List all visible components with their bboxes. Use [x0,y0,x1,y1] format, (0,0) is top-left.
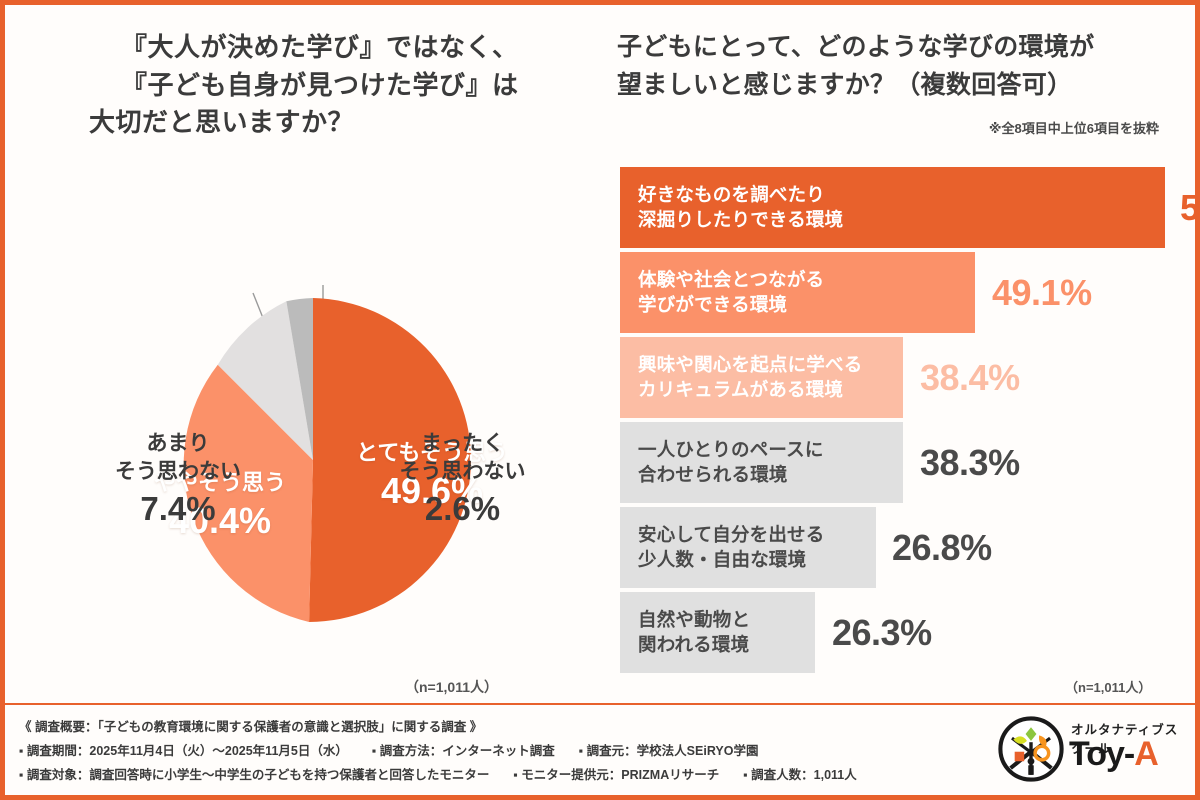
logo-subtitle: オルタナティブスクール [1071,723,1179,756]
bar-value: 38.3% [920,441,1020,483]
bar-fill: 自然や動物と 関われる環境 [620,592,815,673]
bar-row: 一人ひとりのペースに 合わせられる環境 38.3% [620,422,1185,503]
bar-label: 体験や社会とつながる 学びができる環境 [620,268,824,318]
pie-label-amari-name-2: そう思わない [115,460,241,484]
pie-label-mattaku-name-1: まったく [420,432,505,455]
bar-row: 安心して自分を出せる 少人数・自由な環境 26.8% [620,507,1185,588]
footer-segment: ▪ 調査元：学校法人SEiRYO学園 [578,743,759,758]
bar-value: 49.1% [992,271,1092,313]
pie-slice-amari [217,301,313,460]
pie-label-mattaku-value: 2.6% [424,489,501,527]
pie-label-mattaku-name-2: そう思わない [399,460,526,484]
survey-overview-text: 《 調査概要：「子どもの教育環境に関する保護者の意識と選択肢」に関する調査 》 ▪… [19,716,999,787]
bar-row: 自然や動物と 関われる環境 26.3% [620,592,1185,673]
left-title-line-2: 『子ども自身が見つけた学び』は [121,69,519,100]
bar-row: 興味や関心を起点に学べる カリキュラムがある環境 38.4% [620,337,1185,418]
bar-label: 自然や動物と 関われる環境 [620,608,750,658]
logo-wordmark: Toy-A [1069,735,1159,774]
bar-label-line: 一人ひとりのペースに [638,438,824,460]
bar-row: 体験や社会とつながる 学びができる環境 49.1% [620,252,1185,333]
bar-value: 38.4% [920,356,1020,398]
logo-name-accent: A [1134,735,1159,773]
tree-house-circle-icon [998,716,1064,782]
pie-slice-yaya [183,364,313,622]
pie-slice-mattaku [286,298,313,460]
right-title-line-1: 子どもにとって、どのような学びの環境が [617,33,1095,61]
bar-fill: 一人ひとりのペースに 合わせられる環境 [620,422,903,503]
pie-label-amari: あまり そう思わない 7.4% [73,430,283,529]
footer-line: 《 調査概要：「子どもの教育環境に関する保護者の意識と選択肢」に関する調査 》 [19,716,999,740]
pie-label-mattaku: まったく そう思わない 2.6% [355,430,570,529]
left-chart-title: 『大人が決めた学び』ではなく、 『子ども自身が見つけた学び』は 大切だと思います… [65,29,585,142]
left-title-line-1: 『大人が決めた学び』ではなく、 [121,32,519,62]
pie-label-totemo-name: とてもそう思う [356,440,508,465]
bar-label-line: カリキュラムがある環境 [638,378,844,400]
pie-label-yaya: ややそう思う 40.4% [115,470,325,543]
footer-segment: ▪ モニター提供元：PRIZMAリサーチ [513,767,720,782]
brand-logo: オルタナティブスクール Toy-A [995,709,1185,789]
bar-value: 26.8% [892,526,992,568]
bar-fill: 好きなものを調べたり 深掘りしたりできる環境 [620,167,1165,248]
pie-chart: とてもそう思う 49.6% ややそう思う 40.4% あまり そう思わない 7.… [55,255,575,685]
right-title-line-2: 望ましいと感じますか？（複数回答可） [617,70,1073,99]
footer: 《 調査概要：「子どもの教育環境に関する保護者の意識と選択肢」に関する調査 》 ▪… [5,703,1195,795]
footer-segment: ▪ 調査人数：1,011人 [743,767,857,782]
bar-fill: 興味や関心を起点に学べる カリキュラムがある環境 [620,337,903,418]
bar-label: 好きなものを調べたり 深掘りしたりできる環境 [620,183,843,233]
pie-slice-totemo [309,298,471,622]
bar-label-line: 少人数・自由な環境 [638,548,807,570]
right-chart-title: 子どもにとって、どのような学びの環境が 望ましいと感じますか？（複数回答可） [617,29,1177,104]
footer-segment: 《 調査概要：「子どもの教育環境に関する保護者の意識と選択肢」に関する調査 》 [19,720,483,734]
pie-label-amari-name-1: あまり [146,432,210,455]
pie-label-totemo-value: 49.6% [380,470,484,512]
bar-label: 興味や関心を起点に学べる カリキュラムがある環境 [620,353,862,403]
bar-label-line: 好きなものを調べたり [638,183,826,205]
bar-label-line: 興味や関心を起点に学べる [638,353,863,375]
bar-label-line: 体験や社会とつながる [638,268,825,290]
pie-label-totemo: とてもそう思う 49.6% [317,440,547,513]
footer-line: ▪ 調査期間：2025年11月4日（火）〜2025年11月5日（水） ▪ 調査方法… [19,740,999,764]
right-chart-note: ※全8項目中上位6項目を抜粋 [988,121,1159,136]
pie-label-amari-value: 7.4% [140,489,216,527]
bar-fill: 安心して自分を出せる 少人数・自由な環境 [620,507,876,588]
bar-label-line: 合わせられる環境 [638,463,788,485]
footer-segment: ▪ 調査対象：調査回答時に小学生〜中学生の子どもを持つ保護者と回答したモニター [19,767,490,782]
footer-segment: ▪ 調査期間：2025年11月4日（火）〜2025年11月5日（水） [19,743,348,758]
bar-sample-size: （n=1,011人） [1065,680,1152,695]
left-title-line-3: 大切だと思いますか？ [89,107,355,138]
logo-name-main: Toy- [1069,735,1135,773]
bar-label: 一人ひとりのペースに 合わせられる環境 [620,438,824,488]
bar-label-line: 安心して自分を出せる [638,523,825,545]
bar-value: 59.5% [1180,186,1200,228]
bar-label: 安心して自分を出せる 少人数・自由な環境 [620,523,824,573]
footer-segment: ▪ 調査方法：インターネット調査 [371,743,555,758]
pie-label-yaya-name: ややそう思う [153,470,286,495]
bar-label-line: 深掘りしたりできる環境 [638,208,844,230]
pie-slices [183,298,471,622]
footer-line: ▪ 調査対象：調査回答時に小学生〜中学生の子どもを持つ保護者と回答したモニター ▪… [19,764,999,788]
pie-sample-size: （n=1,011人） [405,679,498,695]
pie-label-yaya-value: 40.4% [168,500,272,542]
bar-value: 26.3% [832,611,932,653]
bar-label-line: 関われる環境 [638,633,750,655]
bar-label-line: 学びができる環境 [638,293,788,315]
bar-fill: 体験や社会とつながる 学びができる環境 [620,252,975,333]
bar-label-line: 自然や動物と [638,608,751,630]
pie-chart-svg [183,285,471,622]
